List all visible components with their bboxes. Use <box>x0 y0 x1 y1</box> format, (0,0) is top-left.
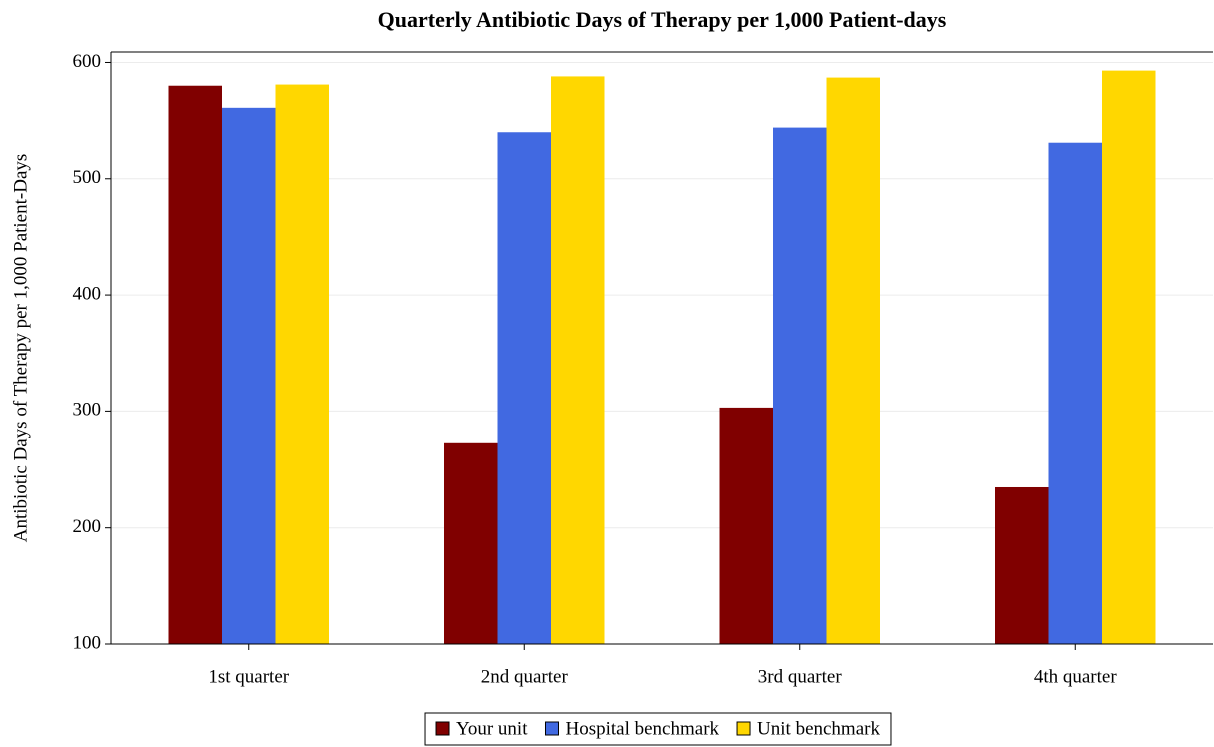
legend-swatch <box>736 721 751 736</box>
bar <box>444 442 498 644</box>
bar <box>826 77 880 645</box>
bar <box>719 407 773 644</box>
bar <box>995 486 1049 644</box>
x-tick-label: 2nd quarter <box>481 666 569 687</box>
y-tick-label: 300 <box>73 400 102 421</box>
legend-swatch <box>435 721 450 736</box>
bar <box>1102 70 1156 645</box>
bar <box>168 85 222 644</box>
legend-label: Your unit <box>456 718 528 739</box>
x-tick-label: 1st quarter <box>208 666 289 687</box>
bar <box>275 84 329 645</box>
y-tick-label: 600 <box>73 51 102 72</box>
bar <box>497 132 551 645</box>
y-tick-label: 400 <box>73 283 102 304</box>
bar <box>222 107 276 645</box>
bar <box>773 127 827 644</box>
y-axis-label: Antibiotic Days of Therapy per 1,000 Pat… <box>10 154 31 543</box>
legend-label: Unit benchmark <box>757 718 880 739</box>
y-tick-label: 500 <box>73 167 102 188</box>
legend-swatch <box>544 721 559 736</box>
chart-title: Quarterly Antibiotic Days of Therapy per… <box>378 7 947 32</box>
legend-label: Hospital benchmark <box>565 718 719 739</box>
legend-box <box>424 712 892 746</box>
legend: Your unit Hospital benchmark Unit benchmar… <box>435 718 880 739</box>
x-tick-label: 4th quarter <box>1034 666 1118 687</box>
bar <box>551 76 605 644</box>
x-tick-label: 3rd quarter <box>758 666 843 687</box>
bar <box>1048 142 1102 644</box>
y-tick-label: 200 <box>73 516 102 537</box>
y-tick-label: 100 <box>73 632 102 653</box>
